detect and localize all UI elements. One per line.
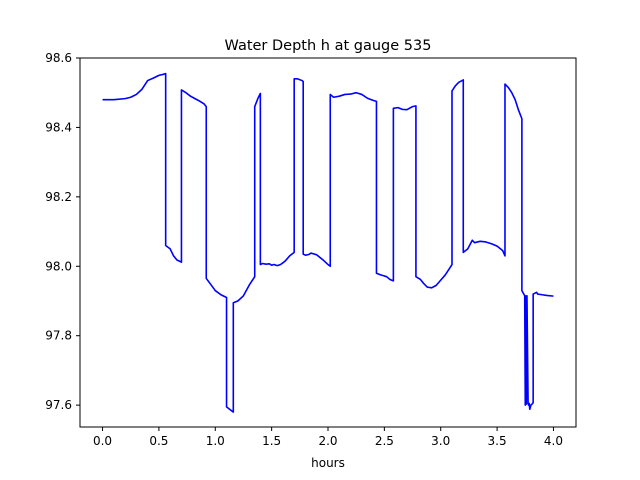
series-line-0 <box>102 72 554 413</box>
plot-area <box>102 72 554 413</box>
y-tick-label: 98.6 <box>45 51 72 65</box>
x-tick-label: 4.0 <box>544 434 563 448</box>
x-axis: 0.0 0.5 1.0 1.5 2.0 2.5 3.0 3.5 4.0 <box>93 427 563 448</box>
y-tick-label: 98.4 <box>45 120 72 134</box>
y-tick-label: 97.8 <box>45 329 72 343</box>
y-tick-label: 98.0 <box>45 259 72 273</box>
y-tick-label: 98.2 <box>45 190 72 204</box>
x-tick-label: 2.5 <box>375 434 394 448</box>
x-tick-label: 1.0 <box>206 434 225 448</box>
chart-title: Water Depth h at gauge 535 <box>225 38 432 54</box>
x-tick-label: 1.5 <box>262 434 281 448</box>
y-axis: 97.6 97.8 98.0 98.2 98.4 98.6 <box>45 51 80 412</box>
x-tick-label: 2.0 <box>318 434 337 448</box>
x-tick-label: 0.5 <box>149 434 168 448</box>
y-tick-label: 97.6 <box>45 398 72 412</box>
x-tick-label: 3.5 <box>488 434 507 448</box>
x-tick-label: 0.0 <box>93 434 112 448</box>
x-axis-label: hours <box>311 456 345 470</box>
x-tick-label: 3.0 <box>431 434 450 448</box>
